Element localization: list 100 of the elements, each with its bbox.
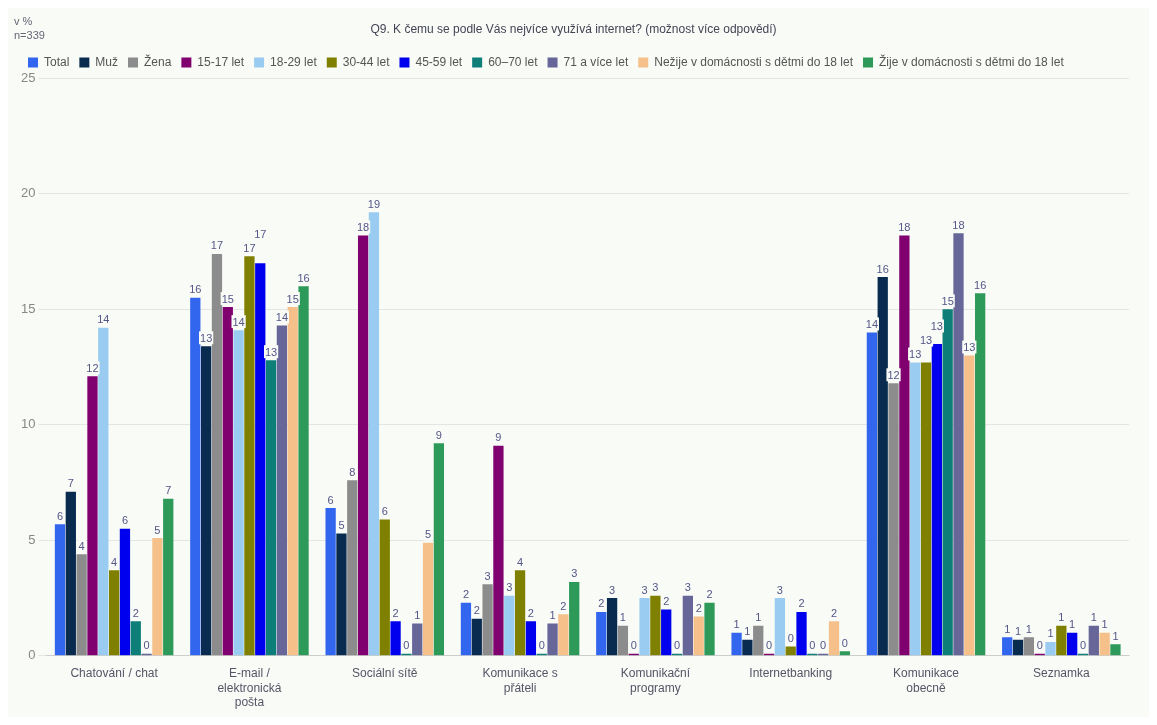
- data-label: 18: [952, 218, 965, 231]
- bar: [942, 309, 953, 656]
- bar: [65, 491, 76, 656]
- text: n=339: [14, 28, 45, 42]
- data-label: 15: [221, 292, 234, 305]
- legend-label: Žena: [144, 53, 172, 69]
- data-label: 0: [787, 632, 794, 645]
- data-label: 1: [1112, 629, 1119, 642]
- bar: [569, 581, 580, 656]
- bar: [379, 519, 390, 656]
- legend-label: Muž: [95, 54, 119, 69]
- bar: [233, 330, 244, 656]
- bar: [76, 554, 87, 656]
- data-label: 15: [286, 292, 299, 305]
- y-tick-label: 15: [20, 300, 36, 316]
- bar: [650, 595, 661, 656]
- data-label: 0: [143, 639, 150, 652]
- data-label: 13: [909, 348, 922, 361]
- data-label: 12: [887, 368, 900, 381]
- data-label: 6: [327, 493, 334, 506]
- data-label: 0: [630, 639, 637, 652]
- data-label: 13: [963, 341, 976, 354]
- data-label: 0: [820, 639, 827, 652]
- bar: [796, 611, 807, 656]
- bar: [87, 376, 98, 656]
- data-label: 0: [1036, 639, 1043, 652]
- x-tick-label: Internetbanking: [749, 666, 833, 681]
- bar: [163, 498, 174, 656]
- data-label: 1: [1101, 618, 1108, 631]
- bar: [731, 632, 742, 656]
- bar: [704, 602, 715, 656]
- bar: [828, 621, 840, 656]
- bar: [547, 623, 558, 656]
- bar: [558, 614, 569, 656]
- legend-label: 60–70 let: [488, 54, 539, 69]
- bar: [606, 598, 618, 656]
- bar: [471, 618, 482, 656]
- bar: [336, 533, 347, 656]
- y-tick-label: 20: [20, 185, 36, 201]
- data-label: 1: [414, 609, 421, 621]
- bar: [347, 480, 358, 656]
- bar: [931, 344, 942, 656]
- bar: [98, 327, 109, 656]
- bar: [255, 263, 266, 656]
- bar: [1110, 644, 1121, 656]
- data-label: 5: [424, 528, 432, 541]
- x-tick-label: Sociální sítě: [352, 666, 418, 681]
- data-label: 3: [776, 583, 783, 596]
- data-label: 1: [1069, 618, 1076, 631]
- bar: [964, 355, 975, 656]
- data-label: 8: [349, 465, 356, 478]
- legend-label: 45-59 let: [415, 54, 463, 69]
- data-label: 13: [930, 320, 943, 333]
- legend-label: Nežije v domácnosti s dětmi do 18 let: [654, 54, 854, 69]
- data-label: 5: [154, 523, 161, 536]
- data-label: 16: [876, 262, 889, 275]
- bar: [493, 445, 504, 656]
- data-label: 7: [165, 484, 172, 497]
- bar: [287, 307, 298, 656]
- bar: [1056, 625, 1067, 656]
- data-label: 0: [809, 639, 816, 652]
- bar: [975, 293, 986, 656]
- text: v %: [14, 14, 34, 28]
- bar: [753, 625, 764, 656]
- data-label: 5: [338, 518, 345, 531]
- data-label: 2: [132, 606, 139, 619]
- data-label: 2: [798, 597, 805, 610]
- data-label: 16: [297, 271, 310, 284]
- bar: [1088, 625, 1099, 656]
- y-tick-label: 10: [20, 416, 36, 432]
- legend-label: 15-17 let: [197, 54, 245, 69]
- data-label: 16: [974, 278, 987, 291]
- bar: [119, 528, 131, 656]
- data-label: 16: [189, 283, 202, 296]
- bar: [265, 360, 277, 656]
- bar: [54, 524, 66, 656]
- data-label: 14: [232, 315, 245, 328]
- data-label: 18: [898, 220, 911, 233]
- data-label: 2: [473, 604, 480, 617]
- x-tick-label: Komunikace obecně: [893, 666, 960, 695]
- data-label: 4: [111, 555, 118, 568]
- bar: [108, 570, 120, 656]
- bar: [525, 621, 537, 656]
- data-label: 17: [210, 239, 224, 252]
- bar: [211, 253, 223, 656]
- data-label: 0: [765, 639, 773, 652]
- chart-title: Q9. K čemu se podle Vás nejvíce využívá internet? (možnost více odpovědí): [370, 21, 777, 36]
- data-label: 9: [495, 431, 502, 444]
- x-tick-label: Seznamka: [1032, 666, 1091, 681]
- bar: [514, 570, 526, 656]
- bar: [298, 286, 309, 656]
- x-tick-label: Komunikace s přáteli: [482, 666, 558, 695]
- bar: [325, 507, 336, 656]
- data-label: 14: [275, 311, 289, 324]
- legend-label: 30-44 let: [342, 54, 391, 69]
- legend-label: Žije v domácnosti s dětmi do 18 let: [879, 53, 1065, 69]
- bar: [412, 623, 423, 656]
- bar: [774, 598, 786, 656]
- bar: [953, 233, 964, 656]
- bar: [130, 621, 141, 656]
